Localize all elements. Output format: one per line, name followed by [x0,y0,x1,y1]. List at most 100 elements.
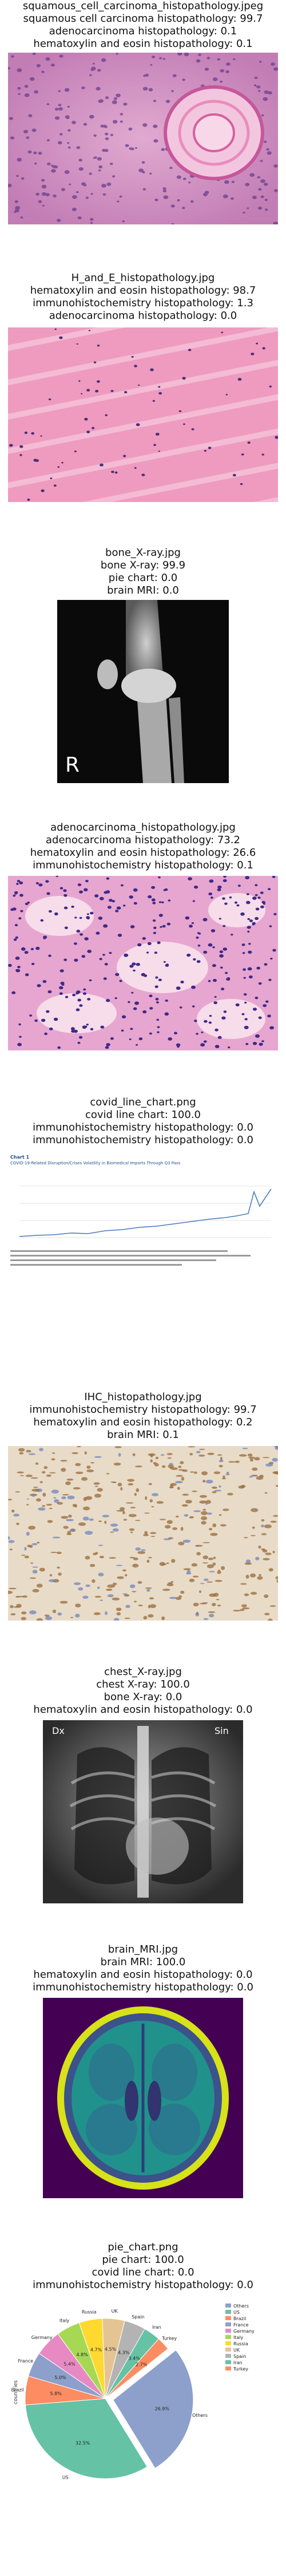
stain-mark [26,1531,30,1536]
nucleus-mark [264,183,268,186]
nucleus-mark [21,947,26,951]
stain-mark [208,1558,213,1560]
stain-mark [124,1594,130,1597]
stain-mark [97,1488,103,1492]
legend-swatch [225,2366,231,2370]
stain-mark [202,1555,209,1559]
nucleus-mark [273,912,277,915]
nucleus-mark [273,67,278,71]
nucleus-mark [248,950,252,954]
nucleus-mark [112,120,118,124]
stain-mark [122,1511,125,1515]
nucleus-mark [78,1036,83,1039]
nucleus-mark [213,979,217,982]
nucleus-mark [237,884,241,887]
stain-mark [276,1484,278,1487]
nucleus-mark [185,916,190,920]
stain-mark [95,1552,98,1555]
nucleus-mark [86,430,90,433]
nucleus-mark [171,223,174,224]
stain-mark [43,1466,48,1469]
stain-mark [143,1615,148,1620]
nucleus-mark [198,53,201,56]
mri-image-brain [43,1998,243,2198]
nucleus-mark [196,937,199,939]
nucleus-mark [97,345,100,347]
nucleus-mark [208,980,211,982]
pie-slice-value-label: 5.4% [63,2362,76,2367]
nucleus-mark [259,61,262,63]
nucleus-mark [219,954,224,958]
stain-mark [82,1516,89,1521]
nucleus-mark [240,912,245,916]
stain-mark [120,1487,123,1491]
stain-mark [118,1453,121,1457]
nucleus-mark [106,1043,110,1046]
nucleus-mark [153,926,157,929]
stain-mark [51,1490,59,1494]
stain-mark [199,1500,207,1504]
stain-mark [201,1511,208,1515]
nucleus-mark [59,336,63,339]
nucleus-mark [86,1024,89,1026]
nucleus-mark [249,919,253,922]
nucleus-mark [83,184,87,187]
pie-slice-category-label: Germany [31,2335,53,2340]
nucleus-mark [100,124,105,128]
stain-mark [81,1477,88,1481]
stain-mark [90,1462,95,1464]
pie-slice-others [113,2349,194,2469]
pie-chart: countries 26.9% Others 32.5% US 5.8% Brazil 5.… [11,2304,255,2480]
stain-mark [58,1573,62,1576]
stain-mark [70,1528,76,1531]
stain-mark [241,1604,247,1607]
nucleus-mark [157,1031,160,1033]
nucleus-mark [24,93,30,97]
nucleus-mark [244,1018,248,1021]
nucleus-mark [116,93,121,97]
stain-mark [184,1514,189,1517]
nucleus-mark [252,1042,257,1045]
nucleus-mark [156,1001,159,1003]
stain-mark [13,1514,19,1517]
stain-mark [168,1537,173,1539]
stain-mark [270,1520,277,1523]
stain-mark [206,1512,212,1515]
stain-mark [61,1468,66,1472]
nucleus-mark [106,999,110,1002]
score-line-3: brain MRI: 0.1 [107,1429,179,1441]
stain-mark [66,1478,74,1481]
nucleus-mark [125,144,129,147]
stain-mark [227,1492,233,1496]
nucleus-mark [224,902,228,905]
nucleus-mark [149,1032,152,1035]
nucleus-mark [82,1025,87,1029]
nucleus-mark [20,216,23,219]
nucleus-mark [29,77,35,81]
nucleus-mark [149,1007,153,1010]
nucleus-mark [17,966,21,969]
nucleus-mark [243,211,245,214]
nucleus-mark [208,447,212,449]
score-line-3: immunohistochemistry histopathology: 0.0 [33,2279,253,2291]
nucleus-mark [259,1042,263,1046]
nucleus-mark [26,136,30,139]
nucleus-mark [76,343,78,345]
nucleus-mark [76,990,81,994]
stain-mark [205,1503,208,1505]
stain-mark [272,1551,275,1554]
stain-mark [28,1526,35,1530]
nucleus-mark [148,88,153,92]
result-panel-7: chest_X-ray.jpg chest X-ray: 100.0 bone … [0,1666,286,1716]
stain-mark [264,1594,269,1598]
nucleus-mark [202,192,208,196]
nucleus-mark [30,947,34,950]
stain-mark [42,1492,46,1497]
nucleus-mark [166,922,171,926]
legend-label: Italy [233,2335,244,2340]
nucleus-mark [50,164,53,167]
nucleus-mark [115,973,120,976]
nucleus-mark [128,127,133,131]
nucleus-mark [223,1010,227,1013]
stain-mark [202,1562,208,1564]
